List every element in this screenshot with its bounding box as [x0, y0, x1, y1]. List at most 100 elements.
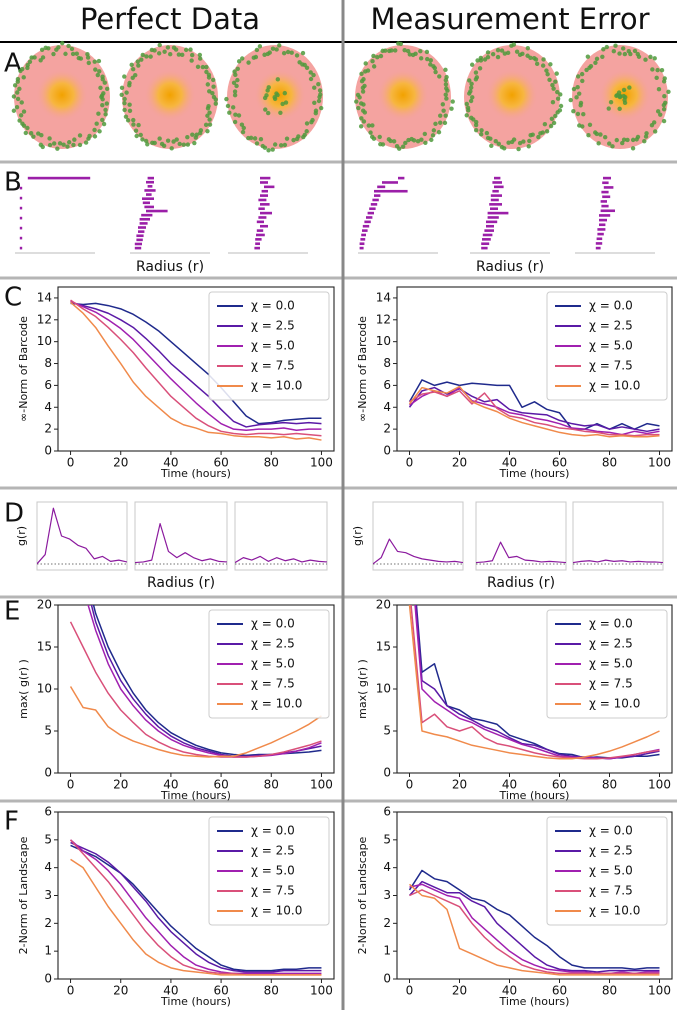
cell-dot	[432, 65, 438, 71]
x-tick-label: 80	[602, 456, 617, 470]
series-line	[70, 301, 322, 441]
cell-dot	[359, 71, 364, 77]
cell-dot	[316, 82, 321, 87]
cell-dot	[225, 103, 231, 109]
cell-dot	[368, 130, 373, 135]
barcode-bar	[482, 233, 493, 237]
cell-dot	[104, 101, 110, 106]
barcode-bar	[595, 246, 601, 250]
series-line	[70, 300, 322, 431]
cell-dot	[528, 133, 533, 138]
cell-dot	[20, 66, 25, 72]
barcode-bar	[256, 229, 264, 232]
cell-dot	[148, 54, 153, 59]
cell-dot	[18, 113, 24, 118]
barcode-bar	[146, 193, 152, 196]
barcode-bar	[364, 220, 371, 224]
plot-frame	[234, 501, 328, 571]
cell-dot	[604, 44, 610, 50]
cell-dot	[464, 101, 469, 107]
cell-dot	[230, 105, 236, 110]
cell-dot	[232, 119, 238, 125]
barcode-bar	[369, 207, 376, 211]
y-axis-label: ∞-Norm of Barcode	[17, 316, 30, 422]
cell-dot	[651, 120, 657, 125]
cell-dot	[185, 142, 191, 147]
cell-dot	[213, 101, 218, 106]
cell-dot	[449, 106, 454, 111]
cell-dot	[144, 54, 149, 59]
series-line	[70, 844, 322, 972]
legend-label: χ = 0.0	[589, 824, 633, 838]
cell-dot	[394, 143, 400, 149]
legend-box	[208, 609, 330, 719]
legend-label: χ = 7.5	[251, 677, 295, 691]
cell-dot	[440, 102, 446, 107]
cell-dot	[234, 83, 239, 89]
y-tick-label: 8	[383, 356, 391, 370]
cell-dot	[553, 79, 558, 84]
cell-dot	[51, 51, 56, 57]
y-tick-label: 20	[376, 598, 391, 612]
series-line	[408, 385, 660, 438]
cell-dot	[257, 44, 263, 49]
cell-dot	[134, 133, 139, 139]
cell-dot	[240, 129, 246, 135]
panel-label: D	[4, 499, 24, 529]
cell-core	[377, 69, 429, 121]
series-line	[69, 621, 322, 758]
cell-dot	[558, 92, 563, 97]
barcode-bar	[134, 242, 142, 246]
cell-dot	[254, 47, 260, 53]
cell-dot	[210, 91, 215, 96]
cell-dot	[544, 129, 550, 134]
plot-lines	[69, 839, 322, 976]
cell-dot	[300, 50, 306, 56]
cell-dot	[578, 100, 584, 106]
series-line	[408, 880, 660, 973]
cell-dot	[636, 54, 642, 59]
plot-lines	[408, 605, 660, 760]
barcode-bar	[138, 230, 145, 233]
cell-dot	[189, 58, 194, 63]
x-tick-label: 20	[452, 984, 467, 998]
cell-dot	[577, 91, 582, 96]
y-tick-label: 14	[376, 290, 391, 304]
cell-dot	[181, 142, 186, 147]
cell-dot	[207, 117, 212, 122]
cell-dot	[165, 45, 171, 50]
barcode-bar	[367, 211, 374, 215]
legend-label: χ = 0.0	[589, 299, 633, 313]
cell-dot	[391, 139, 397, 144]
cell-dot	[402, 47, 407, 53]
cell-dot	[378, 141, 383, 147]
cell-dot	[548, 123, 554, 129]
cell-dot	[548, 62, 553, 67]
y-tick-label: 4	[44, 400, 52, 414]
y-tick-label: 12	[376, 312, 391, 326]
plot-lines	[408, 869, 660, 976]
legend-box	[208, 816, 330, 926]
cell-dot	[571, 109, 576, 114]
y-tick-label: 3	[383, 888, 391, 902]
cell-dot	[203, 122, 209, 128]
x-tick-label: 0	[67, 984, 75, 998]
cell-dot	[98, 85, 103, 91]
barcode-bar	[359, 246, 364, 250]
cell-dot	[550, 100, 556, 105]
cell-dot	[648, 54, 653, 60]
cell-dot	[100, 117, 105, 123]
cell-dot	[61, 142, 66, 147]
cell-dot	[370, 58, 375, 64]
cell-dot	[205, 129, 210, 134]
cell-dot	[233, 112, 238, 117]
cell-dot	[661, 118, 667, 124]
cell-dot	[96, 111, 101, 116]
barcode-bar	[374, 194, 381, 197]
y-tick-label: 1	[383, 944, 391, 958]
x-tick-label: 40	[163, 984, 178, 998]
cell-dot	[550, 82, 555, 88]
cell-dot	[177, 141, 182, 147]
cell-dot	[260, 143, 265, 149]
cell-dot	[233, 72, 238, 78]
